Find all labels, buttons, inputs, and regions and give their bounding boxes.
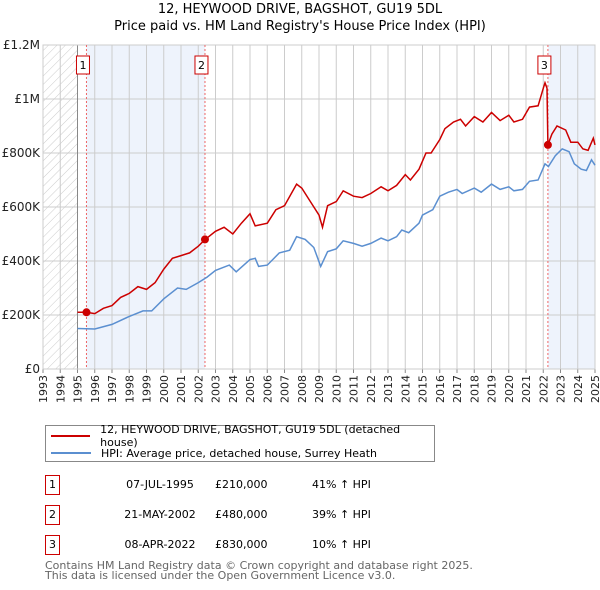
x-tick-label: 2014 xyxy=(399,375,412,403)
legend: 12, HEYWOOD DRIVE, BAGSHOT, GU19 5DL (de… xyxy=(45,423,435,462)
hpi-series-line xyxy=(77,148,596,330)
sale-label-box xyxy=(537,55,552,75)
footer-copyright: Contains HM Land Registry data © Crown c… xyxy=(45,559,473,572)
sale-price: £830,000 xyxy=(215,538,268,551)
x-tick-label: 2021 xyxy=(520,375,533,403)
legend-item-property: 12, HEYWOOD DRIVE, BAGSHOT, GU19 5DL (de… xyxy=(51,423,434,449)
x-tick-label: 1997 xyxy=(106,375,119,403)
plot-frame xyxy=(42,44,596,370)
sale-price: £210,000 xyxy=(215,478,268,491)
x-tick-label: 2002 xyxy=(192,375,205,403)
x-tick-label: 2017 xyxy=(451,375,464,403)
sale-point xyxy=(200,235,209,244)
x-tick-label: 2022 xyxy=(537,375,550,403)
y-tick-label: £200K xyxy=(2,308,42,322)
x-tick-label: 2019 xyxy=(486,375,499,403)
x-tick-label: 1993 xyxy=(37,375,50,403)
price-chart: 1993 1994 1995 1996 1997 1998 1999 2000 2001 2002… xyxy=(2,38,600,403)
x-tick-label: 2020 xyxy=(503,375,516,403)
sale-row: 2 21-MAY-2002 £480,000 39% ↑ HPI xyxy=(45,505,465,525)
y-tick-label: £0 xyxy=(25,362,40,376)
sale-label-number: 2 xyxy=(198,59,205,72)
x-tick-label: 2004 xyxy=(227,375,240,403)
x-tick-label: 2010 xyxy=(330,375,343,403)
x-tick-label: 1995 xyxy=(72,375,85,403)
legend-item-hpi: HPI: Average price, detached house, Surr… xyxy=(51,445,377,461)
sale-date: 07-JUL-1995 xyxy=(126,478,194,491)
x-tick-label: 2001 xyxy=(175,375,188,403)
sale-label-number: 3 xyxy=(541,59,548,72)
y-tick-label: £600K xyxy=(2,200,42,214)
x-tick-label: 2003 xyxy=(210,375,223,403)
x-tick-label: 2000 xyxy=(158,375,171,403)
y-tick-label: £1M xyxy=(14,92,40,106)
legend-label: HPI: Average price, detached house, Surr… xyxy=(101,446,378,460)
x-tick-label: 2023 xyxy=(555,375,568,403)
sale-point xyxy=(82,308,91,317)
x-tick-label: 2008 xyxy=(296,375,309,403)
x-tick-label: 2012 xyxy=(365,375,378,403)
x-tick-label: 2011 xyxy=(348,375,361,403)
legend-swatch-red xyxy=(51,435,91,437)
x-tick-label: 1994 xyxy=(54,375,67,403)
y-tick-label: £400K xyxy=(2,254,42,268)
sale-label-box xyxy=(75,55,90,75)
sale-hpi-diff: 41% ↑ HPI xyxy=(312,478,371,491)
sale-hpi-diff: 39% ↑ HPI xyxy=(312,508,371,521)
x-tick-label: 1998 xyxy=(123,375,136,403)
chart-title: 12, HEYWOOD DRIVE, BAGSHOT, GU19 5DL xyxy=(157,2,443,17)
x-tick-label: 2024 xyxy=(572,375,585,403)
sale-marker-number: 3 xyxy=(45,535,60,555)
sale-hpi-diff: 10% ↑ HPI xyxy=(312,538,371,551)
x-tick-label: 2006 xyxy=(261,375,274,403)
legend-label: 12, HEYWOOD DRIVE, BAGSHOT, GU19 5DL (de… xyxy=(100,423,401,449)
x-tick-label: 2013 xyxy=(382,375,395,403)
property-series-line xyxy=(77,80,596,315)
x-tick-label: 2009 xyxy=(313,375,326,403)
sale-row: 1 07-JUL-1995 £210,000 41% ↑ HPI xyxy=(45,475,465,495)
x-tick-label: 2005 xyxy=(244,375,257,403)
sale-label-box xyxy=(194,55,209,75)
footer-licence: This data is licensed under the Open Gov… xyxy=(45,569,396,582)
sale-marker-number: 2 xyxy=(45,505,60,525)
sale-price: £480,000 xyxy=(215,508,268,521)
sale-row: 3 08-APR-2022 £830,000 10% ↑ HPI xyxy=(45,535,465,555)
sale-label-number: 1 xyxy=(79,59,86,72)
chart-subtitle: Price paid vs. HM Land Registry's House … xyxy=(114,19,486,34)
x-tick-label: 2007 xyxy=(279,375,292,403)
sale-date: 08-APR-2022 xyxy=(124,538,196,551)
x-tick-label: 2016 xyxy=(434,375,447,403)
y-tick-label: £800K xyxy=(2,146,42,160)
x-tick-label: 2015 xyxy=(417,375,430,403)
sale-date: 21-MAY-2002 xyxy=(124,508,196,521)
x-tick-label: 1996 xyxy=(89,375,102,403)
x-tick-label: 2025 xyxy=(589,375,600,403)
sale-marker-number: 1 xyxy=(45,475,60,495)
sale-point xyxy=(543,140,552,149)
x-tick-label: 1999 xyxy=(141,375,154,403)
legend-swatch-blue xyxy=(51,452,91,454)
x-tick-label: 2018 xyxy=(468,375,481,403)
y-tick-label: £1.2M xyxy=(3,38,40,52)
